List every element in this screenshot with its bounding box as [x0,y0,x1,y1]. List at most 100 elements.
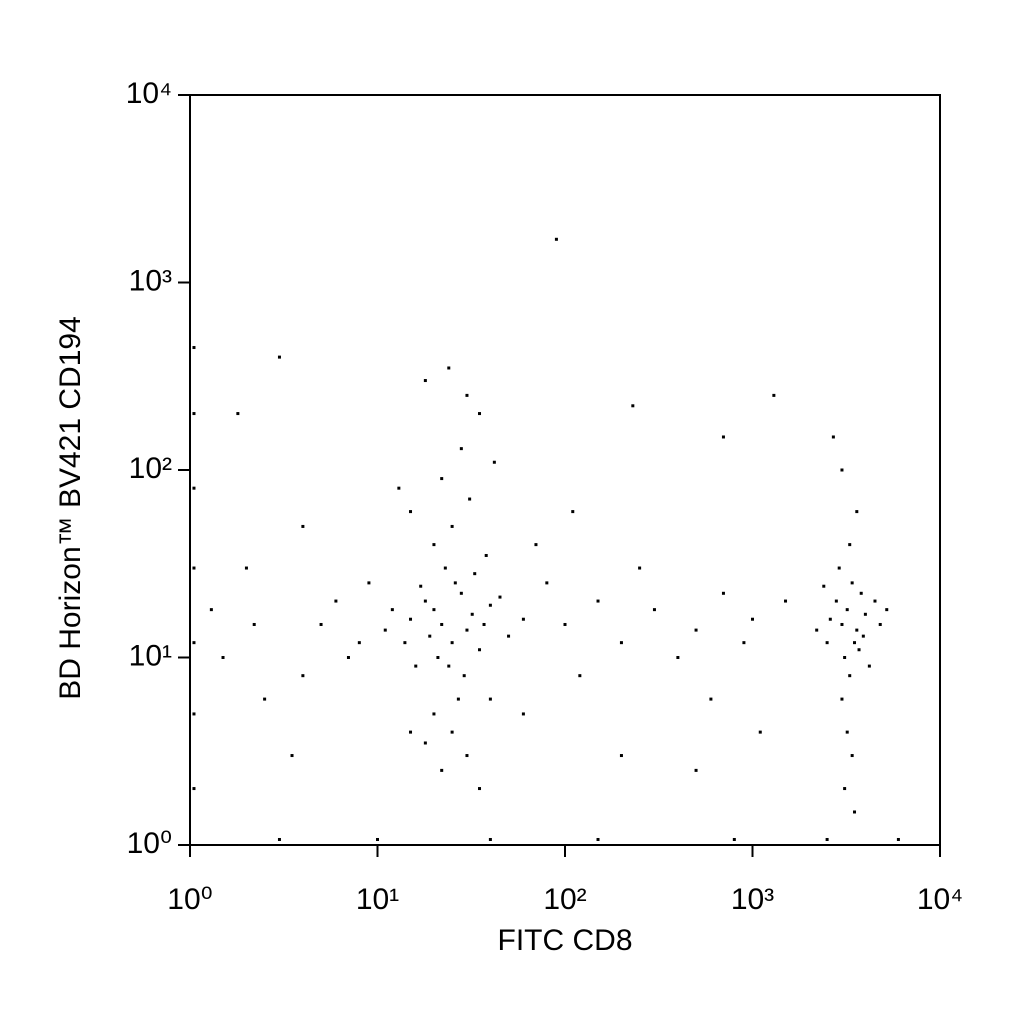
event-dot [447,664,451,668]
event-dot [473,572,477,576]
event-dot [831,435,835,439]
event-dot [459,447,463,451]
event-dot [834,599,838,603]
event-dot [878,622,882,626]
event-dot [631,404,635,408]
event-dot [432,712,436,716]
event-dot [192,712,196,716]
event-dot [596,837,600,841]
event-dot [432,543,436,547]
event-dot [192,787,196,791]
event-dot [885,608,889,612]
event-dot [252,622,256,626]
event-dot [772,393,776,397]
event-dot [855,628,859,632]
event-dot [277,355,281,359]
event-dot [863,612,867,616]
event-dot [192,412,196,416]
event-dot [450,524,454,528]
event-dot [825,641,829,645]
event-dot [453,581,457,585]
event-dot [440,622,444,626]
event-dot [828,617,832,621]
event-dot [638,566,642,570]
event-dot [825,837,829,841]
event-dot [619,641,623,645]
event-dot [488,697,492,701]
event-dot [857,648,861,652]
event-dot [545,581,549,585]
event-dot [534,543,538,547]
event-dot [732,837,736,841]
event-dot [850,754,854,758]
event-dot [873,599,877,603]
event-dot [432,608,436,612]
plot-frame [189,94,941,846]
event-dot [450,730,454,734]
event-dot [850,581,854,585]
event-dot [440,768,444,772]
event-dot [478,648,482,652]
event-dot [192,641,196,645]
event-dot [423,741,427,745]
event-dot [465,628,469,632]
event-dot [390,608,394,612]
event-dot [563,622,567,626]
event-dot [488,837,492,841]
event-dot [470,612,474,616]
event-dot [443,566,447,570]
event-dot [896,837,900,841]
x-tick-label: 10⁰ [167,883,212,916]
event-dot [301,674,305,678]
event-dot [554,237,558,241]
event-dot [346,656,350,659]
event-dot [619,754,623,758]
event-dot [855,510,859,514]
event-dot [488,603,492,607]
event-dot [492,460,496,464]
event-dot [853,641,857,645]
y-tick-label: 10² [129,452,172,485]
event-dot [482,622,486,626]
event-dot [397,486,401,490]
event-dot [263,697,267,701]
event-dot [221,656,225,659]
event-dot [578,674,582,678]
event-dot [848,543,852,547]
y-tick-label: 10¹ [129,639,172,672]
x-tick-label: 10⁴ [917,883,963,916]
event-dot [319,622,323,626]
event-dot [521,712,525,716]
event-dot [277,837,281,841]
event-dot [459,591,463,595]
event-dot [596,599,600,603]
event-dot [843,787,847,791]
event-dot [859,591,863,595]
event-dot [192,346,196,350]
x-tick-label: 10² [543,883,586,916]
x-axis-label: FITC CD8 [498,924,633,957]
event-dot [751,617,754,621]
event-dot [192,486,196,490]
event-dot [409,617,413,621]
event-dot [521,617,525,621]
event-dot [192,566,196,570]
event-dot [419,584,423,588]
event-dot [447,366,451,370]
event-dot [815,628,819,632]
event-dot [837,566,841,570]
event-dot [465,754,469,758]
event-dot [376,837,379,841]
event-dot [468,497,472,501]
event-dot [694,628,698,632]
event-dot [462,674,466,678]
event-dot [383,628,387,632]
event-dot [357,641,361,645]
event-dot [861,634,865,638]
event-dot [465,393,469,397]
event-dot [334,599,338,603]
y-tick-label: 10⁴ [126,77,172,110]
event-dot [244,566,248,570]
event-dot [721,435,725,439]
